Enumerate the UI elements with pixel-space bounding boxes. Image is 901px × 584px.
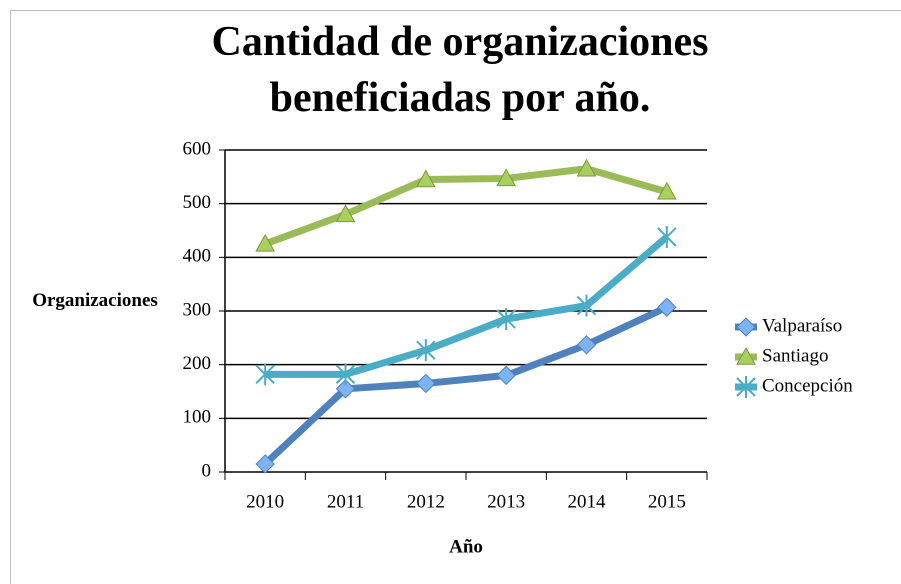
data-point: [657, 297, 677, 317]
data-point: [656, 181, 677, 200]
x-tick-label: 2012: [407, 491, 445, 512]
legend-marker: [736, 317, 756, 337]
y-tick-label: 0: [202, 460, 212, 481]
data-point: [657, 225, 677, 248]
y-tick-label: 400: [183, 246, 212, 267]
data-point: [335, 204, 356, 223]
x-tick-label: 2013: [487, 491, 525, 512]
y-tick-label: 600: [183, 138, 212, 159]
chart-title: Cantidad de organizaciones beneficiadas …: [211, 19, 709, 121]
data-point: [576, 294, 597, 317]
data-point: [576, 335, 597, 355]
data-point: [335, 363, 356, 386]
x-tick-label: 2011: [327, 491, 364, 512]
chart-border: [10, 10, 901, 584]
y-axis-title: Organizaciones: [32, 290, 158, 311]
y-tick-label: 100: [183, 407, 212, 428]
data-point: [415, 169, 436, 188]
x-tick-label: 2015: [648, 491, 686, 512]
data-point: [416, 339, 436, 362]
data-point: [496, 168, 517, 187]
data-point: [496, 365, 516, 386]
data-point: [255, 454, 275, 474]
x-axis-title: Año: [449, 536, 483, 557]
legend-marker: [736, 376, 756, 398]
data-point: [335, 379, 356, 399]
data-point: [255, 363, 275, 386]
data-point: [416, 373, 436, 394]
series-line: [263, 165, 668, 248]
x-tick-label: 2014: [568, 491, 607, 512]
legend-label: Valparaíso: [762, 315, 842, 336]
data-point: [576, 158, 597, 177]
y-tick-label: 300: [183, 299, 212, 320]
data-point: [255, 233, 276, 252]
y-tick-label: 500: [183, 192, 212, 213]
data-point: [496, 308, 516, 331]
legend-label: Concepción: [762, 375, 853, 396]
series-line: [265, 234, 670, 378]
series-line: [262, 304, 669, 467]
legend-marker: [736, 346, 756, 365]
legend-label: Santiago: [762, 345, 829, 366]
y-tick-label: 200: [183, 353, 212, 374]
x-tick-label: 2010: [246, 491, 284, 512]
